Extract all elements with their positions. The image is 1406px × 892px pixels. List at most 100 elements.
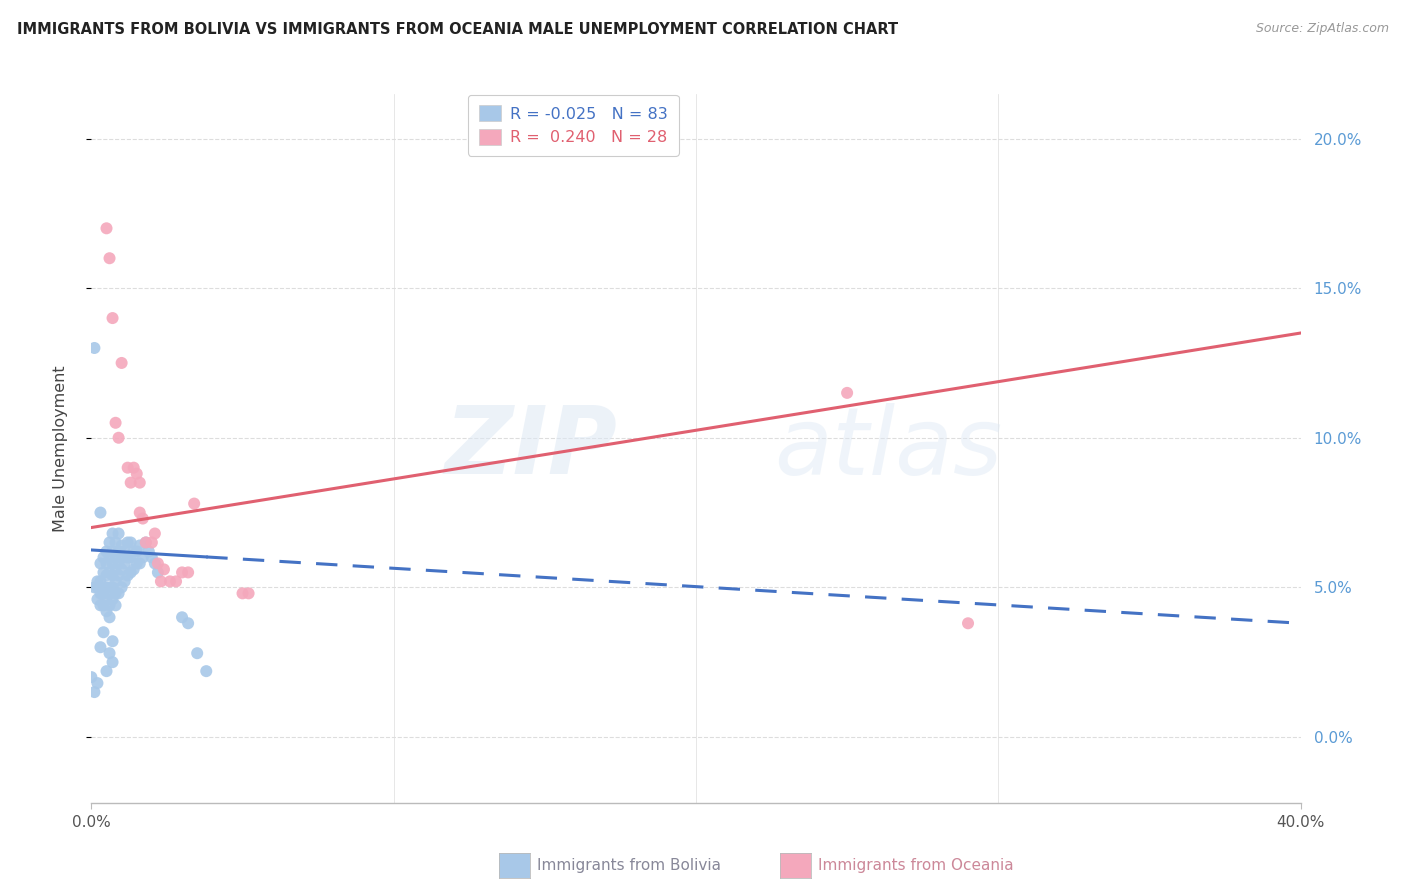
- Point: [120, 535, 142, 549]
- Point: [96, 604, 118, 618]
- Point: [107, 431, 129, 445]
- Text: Immigrants from Oceania: Immigrants from Oceania: [818, 858, 1014, 872]
- Point: [238, 586, 260, 600]
- Point: [120, 550, 142, 565]
- Point: [159, 574, 181, 589]
- Point: [141, 535, 163, 549]
- Point: [98, 646, 121, 660]
- Point: [104, 599, 127, 613]
- Point: [135, 535, 157, 549]
- Point: [135, 535, 157, 549]
- Point: [125, 557, 148, 571]
- Point: [146, 557, 169, 571]
- Point: [93, 586, 115, 600]
- Point: [89, 506, 111, 520]
- Point: [98, 580, 121, 594]
- Point: [141, 550, 163, 565]
- Point: [101, 526, 124, 541]
- Point: [149, 574, 172, 589]
- Point: [111, 550, 132, 565]
- Text: Source: ZipAtlas.com: Source: ZipAtlas.com: [1256, 22, 1389, 36]
- Point: [89, 640, 111, 655]
- Point: [143, 526, 166, 541]
- Point: [128, 539, 150, 553]
- Point: [83, 685, 105, 699]
- Point: [107, 526, 129, 541]
- Point: [93, 566, 115, 580]
- Point: [165, 574, 187, 589]
- Point: [114, 544, 136, 558]
- Point: [101, 655, 124, 669]
- Point: [186, 646, 208, 660]
- Point: [104, 574, 127, 589]
- Point: [104, 550, 127, 565]
- Point: [107, 568, 129, 582]
- Point: [98, 566, 121, 580]
- Point: [128, 557, 150, 571]
- Point: [125, 467, 148, 481]
- Point: [111, 562, 132, 576]
- Point: [111, 356, 132, 370]
- Point: [177, 566, 200, 580]
- Point: [93, 625, 115, 640]
- Point: [86, 676, 108, 690]
- Point: [177, 616, 200, 631]
- Point: [114, 574, 136, 589]
- Point: [101, 568, 124, 582]
- Text: Immigrants from Bolivia: Immigrants from Bolivia: [537, 858, 721, 872]
- Point: [117, 535, 139, 549]
- Point: [122, 544, 145, 558]
- Point: [96, 221, 118, 235]
- Point: [111, 580, 132, 594]
- Point: [117, 460, 139, 475]
- Text: ZIP: ZIP: [444, 402, 617, 494]
- Point: [101, 580, 124, 594]
- Point: [107, 557, 129, 571]
- Point: [132, 511, 155, 525]
- Point: [98, 599, 121, 613]
- Point: [107, 586, 129, 600]
- Point: [117, 550, 139, 565]
- Point: [96, 664, 118, 678]
- Point: [195, 664, 218, 678]
- Point: [132, 550, 155, 565]
- Legend: R = -0.025   N = 83, R =  0.240   N = 28: R = -0.025 N = 83, R = 0.240 N = 28: [468, 95, 679, 156]
- Point: [104, 562, 127, 576]
- Point: [98, 535, 121, 549]
- Point: [96, 544, 118, 558]
- Point: [98, 586, 121, 600]
- Point: [96, 557, 118, 571]
- Point: [128, 475, 150, 490]
- Point: [138, 544, 160, 558]
- Point: [101, 544, 124, 558]
- Point: [89, 557, 111, 571]
- Point: [89, 586, 111, 600]
- Point: [98, 251, 121, 265]
- Point: [96, 592, 118, 607]
- Point: [104, 535, 127, 549]
- Point: [125, 544, 148, 558]
- Point: [128, 506, 150, 520]
- Point: [83, 580, 105, 594]
- Point: [96, 568, 118, 582]
- Point: [120, 566, 142, 580]
- Point: [146, 566, 169, 580]
- Point: [89, 599, 111, 613]
- Point: [111, 539, 132, 553]
- Point: [101, 557, 124, 571]
- Point: [98, 550, 121, 565]
- Point: [89, 574, 111, 589]
- Point: [86, 574, 108, 589]
- Point: [101, 311, 124, 326]
- Text: IMMIGRANTS FROM BOLIVIA VS IMMIGRANTS FROM OCEANIA MALE UNEMPLOYMENT CORRELATION: IMMIGRANTS FROM BOLIVIA VS IMMIGRANTS FR…: [17, 22, 898, 37]
- Point: [101, 634, 124, 648]
- Point: [122, 562, 145, 576]
- Point: [93, 550, 115, 565]
- Point: [104, 416, 127, 430]
- Point: [835, 385, 858, 400]
- Point: [86, 580, 108, 594]
- Point: [86, 592, 108, 607]
- Point: [117, 568, 139, 582]
- Point: [956, 616, 979, 631]
- Point: [231, 586, 253, 600]
